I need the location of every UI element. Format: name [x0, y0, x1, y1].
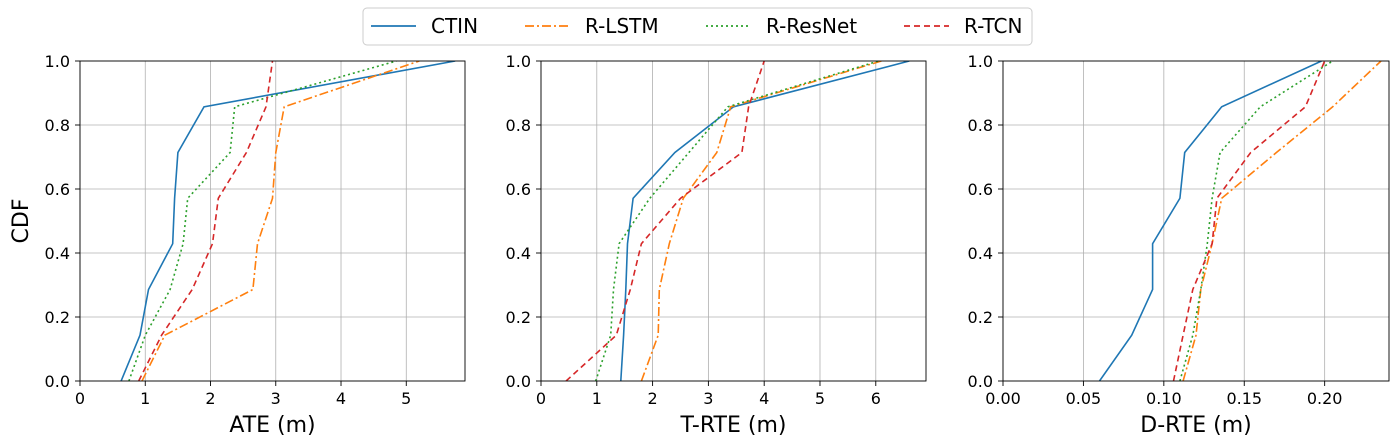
series-group [1098, 61, 1382, 381]
y-tick-label: 0.2 [45, 308, 70, 327]
series-line-r-resnet [1179, 61, 1334, 381]
axes-frame [540, 60, 927, 382]
series-line-r-tcn [137, 61, 274, 381]
legend-item-r-tcn: R-TCN [904, 14, 1022, 38]
y-tick-label: 0.6 [45, 180, 70, 199]
panels: 0 1 2 3 4 5 0.0 0.2 0.4 0.6 0.8 1.0 ATE (m) CDF 0 1 2 3 4 5… [9, 52, 1390, 438]
panel-3: 0.00 0.05 0.10 0.15 0.20 0.0 0.2 0.4 0.6 0.8 1.0 D-… [968, 52, 1390, 438]
x-axis-title: D-RTE (m) [1140, 413, 1252, 438]
series-line-r-lstm [1182, 61, 1382, 381]
y-tick-label: 0.0 [506, 372, 531, 391]
x-tick-label: 0.00 [985, 389, 1021, 408]
legend-item-r-resnet: R-ResNet [706, 14, 857, 38]
x-tick-label: 3 [271, 389, 281, 408]
y-tick-label: 0.8 [968, 116, 993, 135]
legend-label: R-ResNet [766, 14, 857, 38]
axes-frame [1002, 60, 1390, 382]
y-tick-label: 1.0 [45, 52, 70, 71]
series-line-r-resnet [128, 61, 397, 381]
y-axis-title: CDF [9, 199, 34, 244]
x-tick-label: 1 [140, 389, 150, 408]
series-line-ctin [120, 61, 456, 381]
y-tick-label: 1.0 [968, 52, 993, 71]
y-tick-label: 0.8 [506, 116, 531, 135]
series-line-ctin [620, 61, 910, 381]
x-tick-label: 0.10 [1146, 389, 1182, 408]
y-tick-label: 0.2 [968, 308, 993, 327]
x-tick-label: 0.20 [1307, 389, 1343, 408]
x-tick-label: 0 [536, 389, 546, 408]
y-tick-label: 0.2 [506, 308, 531, 327]
legend-frame [362, 7, 1033, 46]
x-axis-title: T-RTE (m) [680, 413, 787, 438]
x-tick-label: 0 [75, 389, 85, 408]
x-tick-label: 6 [871, 389, 881, 408]
series-group [120, 61, 456, 381]
y-tick-label: 0.6 [968, 180, 993, 199]
legend-label: CTIN [431, 14, 478, 38]
x-axis-title: ATE (m) [229, 413, 315, 438]
x-tick-label: 4 [336, 389, 346, 408]
x-tick-label: 2 [648, 389, 658, 408]
x-tick-label: 2 [205, 389, 215, 408]
legend-label: R-TCN [964, 14, 1022, 38]
y-tick-label: 0.0 [968, 372, 993, 391]
y-tick-label: 0.8 [45, 116, 70, 135]
y-tick-label: 0.0 [45, 372, 70, 391]
series-line-r-tcn [565, 61, 765, 381]
y-tick-label: 0.6 [506, 180, 531, 199]
legend-item-ctin: CTIN [371, 14, 478, 38]
series-group [565, 61, 910, 381]
x-tick-label: 3 [703, 389, 713, 408]
x-tick-label: 4 [759, 389, 769, 408]
y-tick-label: 1.0 [506, 52, 531, 71]
series-line-r-resnet [594, 61, 879, 381]
series-line-ctin [1098, 61, 1322, 381]
x-tick-label: 5 [815, 389, 825, 408]
series-line-r-lstm [141, 61, 420, 381]
y-tick-label: 0.4 [506, 244, 531, 263]
series-line-r-lstm [640, 61, 882, 381]
legend-label: R-LSTM [585, 14, 659, 38]
x-tick-label: 1 [592, 389, 602, 408]
panel-1: 0 1 2 3 4 5 0.0 0.2 0.4 0.6 0.8 1.0 ATE (m) CDF [9, 52, 466, 438]
x-tick-label: 0.15 [1226, 389, 1262, 408]
series-line-r-tcn [1172, 61, 1326, 381]
legend-item-r-lstm: R-LSTM [525, 14, 659, 38]
x-tick-label: 5 [401, 389, 411, 408]
panel-2: 0 1 2 3 4 5 6 0.0 0.2 0.4 0.6 0.8 1.0 T-RTE (m) [506, 52, 927, 438]
x-tick-label: 0.05 [1066, 389, 1102, 408]
legend: CTIN R-LSTM R-ResNet R-TCN [362, 7, 1033, 46]
axes-frame [79, 60, 466, 382]
y-tick-label: 0.4 [45, 244, 70, 263]
y-tick-label: 0.4 [968, 244, 993, 263]
